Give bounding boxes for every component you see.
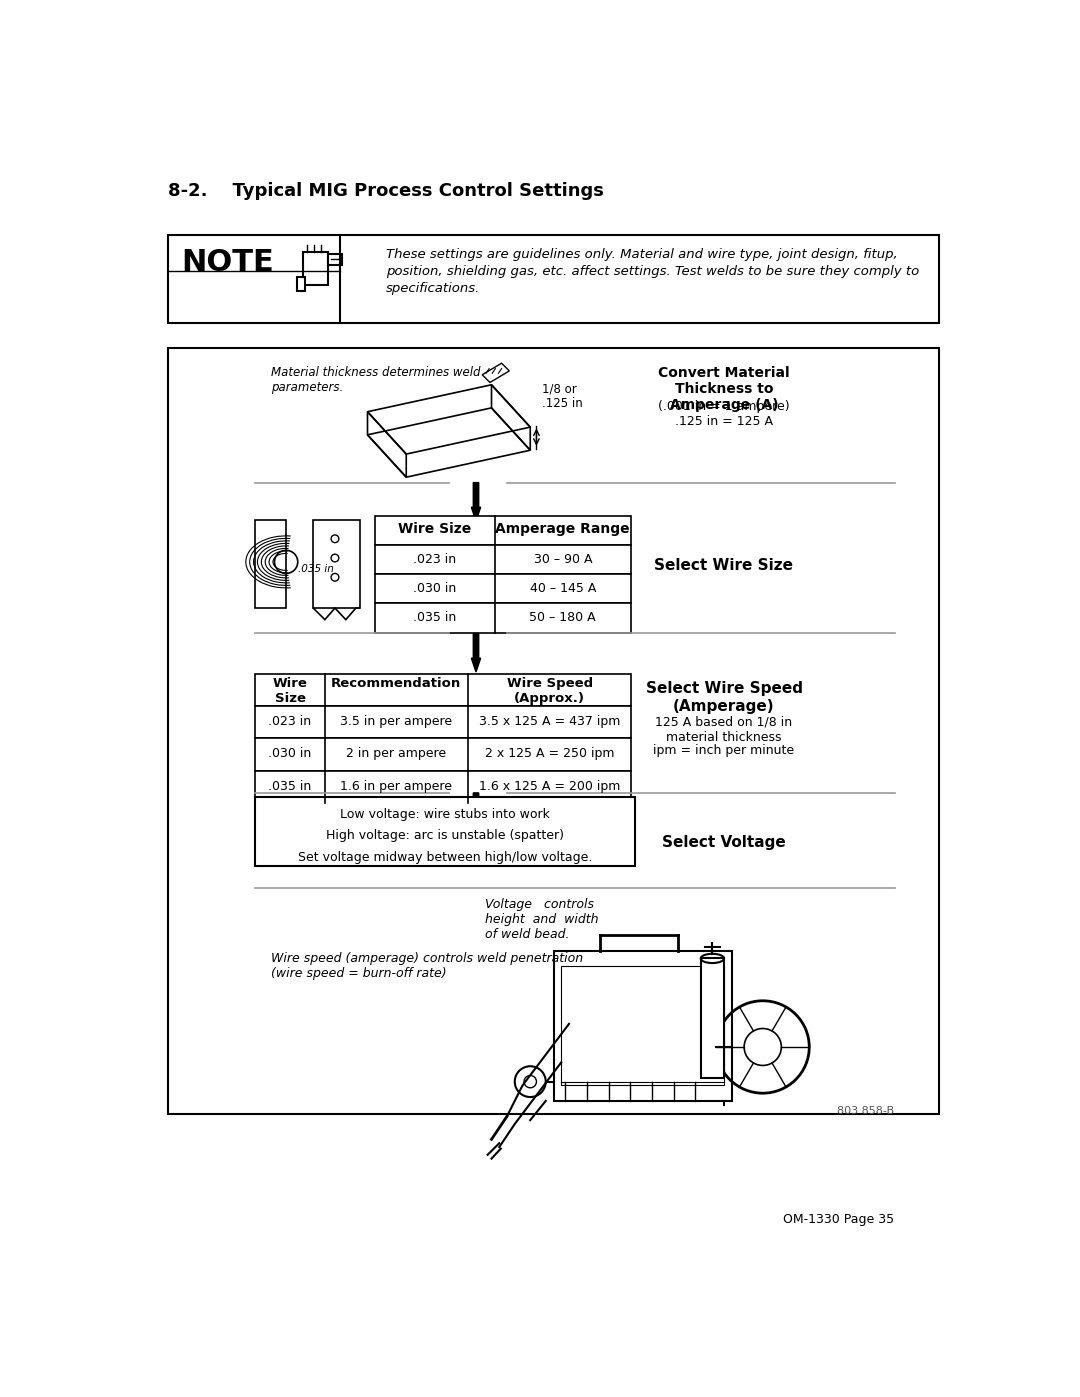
Bar — [375, 604, 631, 633]
Text: .023 in: .023 in — [269, 715, 311, 728]
Text: Convert Material
Thickness to
Amperage (A): Convert Material Thickness to Amperage (… — [658, 366, 789, 412]
Bar — [297, 277, 305, 291]
Text: High voltage: arc is unstable (spatter): High voltage: arc is unstable (spatter) — [326, 828, 564, 842]
Text: These settings are guidelines only. Material and wire type, joint design, fitup,: These settings are guidelines only. Mate… — [387, 249, 897, 261]
Bar — [255, 796, 635, 866]
Text: .035 in: .035 in — [414, 610, 457, 624]
Text: .030 in: .030 in — [268, 747, 312, 760]
Text: 8-2.    Typical MIG Process Control Settings: 8-2. Typical MIG Process Control Setting… — [167, 182, 604, 200]
Text: OM-1330 Page 35: OM-1330 Page 35 — [783, 1213, 894, 1225]
Text: Select Wire Size: Select Wire Size — [654, 557, 794, 573]
Text: Select Wire Speed
(Amperage): Select Wire Speed (Amperage) — [646, 682, 802, 714]
Text: 3.5 x 125 A = 437 ipm: 3.5 x 125 A = 437 ipm — [478, 715, 620, 728]
Bar — [562, 967, 724, 1085]
Text: 1/8 or
.125 in: 1/8 or .125 in — [542, 383, 582, 411]
FancyArrow shape — [471, 633, 481, 672]
Text: Voltage   controls
height  and  width
of weld bead.: Voltage controls height and width of wel… — [485, 898, 598, 942]
Text: .125 in = 125 A: .125 in = 125 A — [675, 415, 773, 427]
Text: 50 – 180 A: 50 – 180 A — [529, 610, 596, 624]
FancyArrow shape — [471, 793, 481, 831]
Bar — [167, 235, 940, 323]
Text: 1.6 in per ampere: 1.6 in per ampere — [340, 780, 453, 792]
Text: 30 – 90 A: 30 – 90 A — [534, 553, 592, 566]
Text: 125 A based on 1/8 in
material thickness: 125 A based on 1/8 in material thickness — [656, 715, 793, 743]
Text: 2 in per ampere: 2 in per ampere — [346, 747, 446, 760]
Text: 3.5 in per ampere: 3.5 in per ampere — [340, 715, 453, 728]
Text: Set voltage midway between high/low voltage.: Set voltage midway between high/low volt… — [298, 851, 592, 863]
Bar — [255, 673, 631, 705]
Text: Material thickness determines weld
parameters.: Material thickness determines weld param… — [271, 366, 481, 394]
Text: .035 in: .035 in — [298, 564, 334, 574]
Text: 803 858-B: 803 858-B — [837, 1106, 894, 1116]
Bar — [328, 254, 342, 264]
Text: .035 in: .035 in — [268, 780, 312, 792]
Text: Amperage Range: Amperage Range — [496, 522, 630, 536]
Text: Wire speed (amperage) controls weld penetration
(wire speed = burn-off rate): Wire speed (amperage) controls weld pene… — [271, 953, 583, 981]
Text: Select Voltage: Select Voltage — [662, 835, 786, 851]
Bar — [375, 574, 631, 604]
Text: (.001 in = 1 ampere): (.001 in = 1 ampere) — [658, 400, 789, 414]
Text: position, shielding gas, etc. affect settings. Test welds to be sure they comply: position, shielding gas, etc. affect set… — [387, 265, 919, 278]
FancyArrow shape — [471, 482, 481, 521]
Bar — [554, 951, 732, 1101]
Text: specifications.: specifications. — [387, 282, 481, 295]
Text: 1.6 x 125 A = 200 ipm: 1.6 x 125 A = 200 ipm — [478, 780, 620, 792]
Text: Recommendation: Recommendation — [332, 678, 461, 690]
Text: NOTE: NOTE — [181, 249, 274, 278]
Bar — [255, 705, 631, 738]
Text: .023 in: .023 in — [414, 553, 457, 566]
Text: Low voltage: wire stubs into work: Low voltage: wire stubs into work — [340, 807, 550, 820]
Bar — [375, 515, 631, 545]
Text: 40 – 145 A: 40 – 145 A — [529, 583, 596, 595]
Bar — [255, 771, 631, 803]
Bar — [303, 253, 328, 285]
Text: Wire Size: Wire Size — [399, 522, 472, 536]
Text: .030 in: .030 in — [414, 583, 457, 595]
Bar — [255, 738, 631, 771]
Text: 2 x 125 A = 250 ipm: 2 x 125 A = 250 ipm — [485, 747, 615, 760]
Bar — [375, 545, 631, 574]
Text: Wire Speed
(Approx.): Wire Speed (Approx.) — [507, 678, 593, 705]
Bar — [167, 348, 940, 1113]
Text: Wire
Size: Wire Size — [272, 678, 308, 705]
Bar — [701, 958, 724, 1077]
Text: ipm = inch per minute: ipm = inch per minute — [653, 745, 795, 757]
